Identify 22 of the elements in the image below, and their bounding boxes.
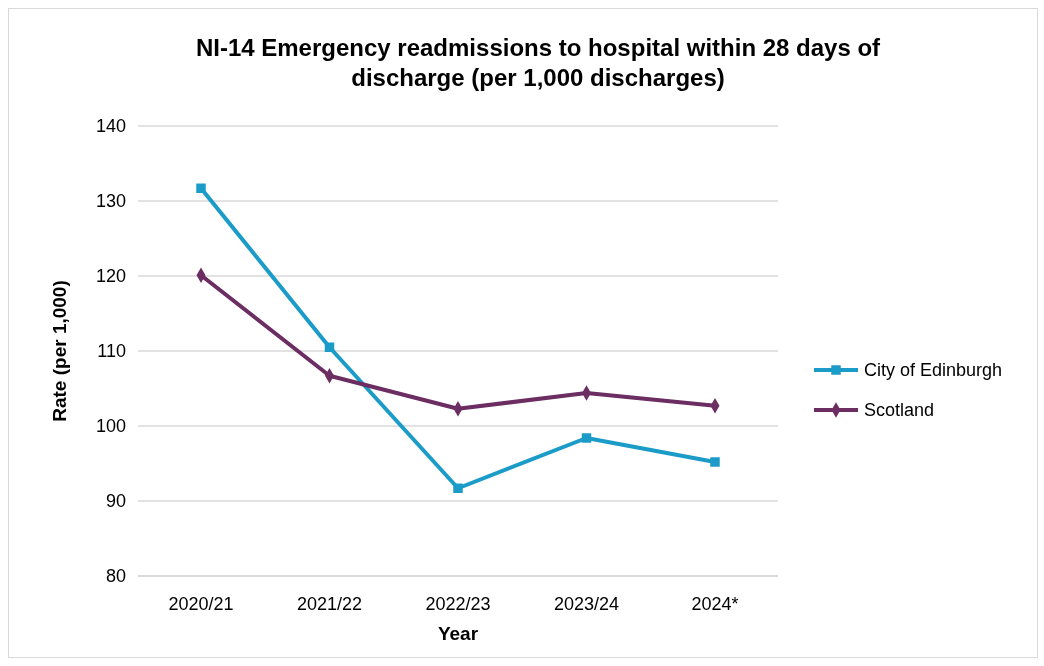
y-tick-label: 100 — [95, 416, 126, 437]
chart-title: NI-14 Emergency readmissions to hospital within 28 days of discharge (per 1,000 discharges) — [195, 34, 882, 91]
legend-label: Scotland — [864, 400, 935, 421]
point — [324, 342, 335, 352]
y-tick-label: 130 — [95, 191, 126, 212]
point — [581, 433, 592, 443]
y-tick-label: 110 — [97, 341, 126, 362]
x-tick-label: 2024* — [691, 594, 739, 614]
y-tick-label: 120 — [95, 266, 126, 287]
y-tick-label: 140 — [95, 116, 126, 137]
x-tick-label: 2023/24 — [553, 594, 620, 614]
y-axis-title: Rate (per 1,000) — [49, 280, 70, 422]
point — [196, 183, 206, 193]
legend-label: City of Edinburgh — [864, 360, 1003, 381]
point — [453, 483, 463, 493]
x-tick-label: 2020/21 — [168, 594, 234, 614]
x-tick-label: 2022/23 — [425, 594, 491, 614]
point — [710, 457, 720, 467]
x-axis-title: Year — [437, 623, 479, 644]
y-tick-label: 80 — [105, 566, 126, 587]
x-tick-label: 2021/22 — [296, 594, 363, 614]
y-tick-label: 90 — [105, 491, 126, 512]
